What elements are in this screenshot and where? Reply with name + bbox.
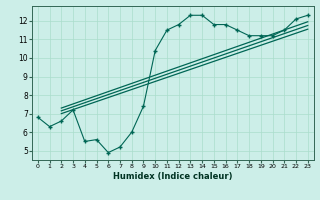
X-axis label: Humidex (Indice chaleur): Humidex (Indice chaleur): [113, 172, 233, 181]
